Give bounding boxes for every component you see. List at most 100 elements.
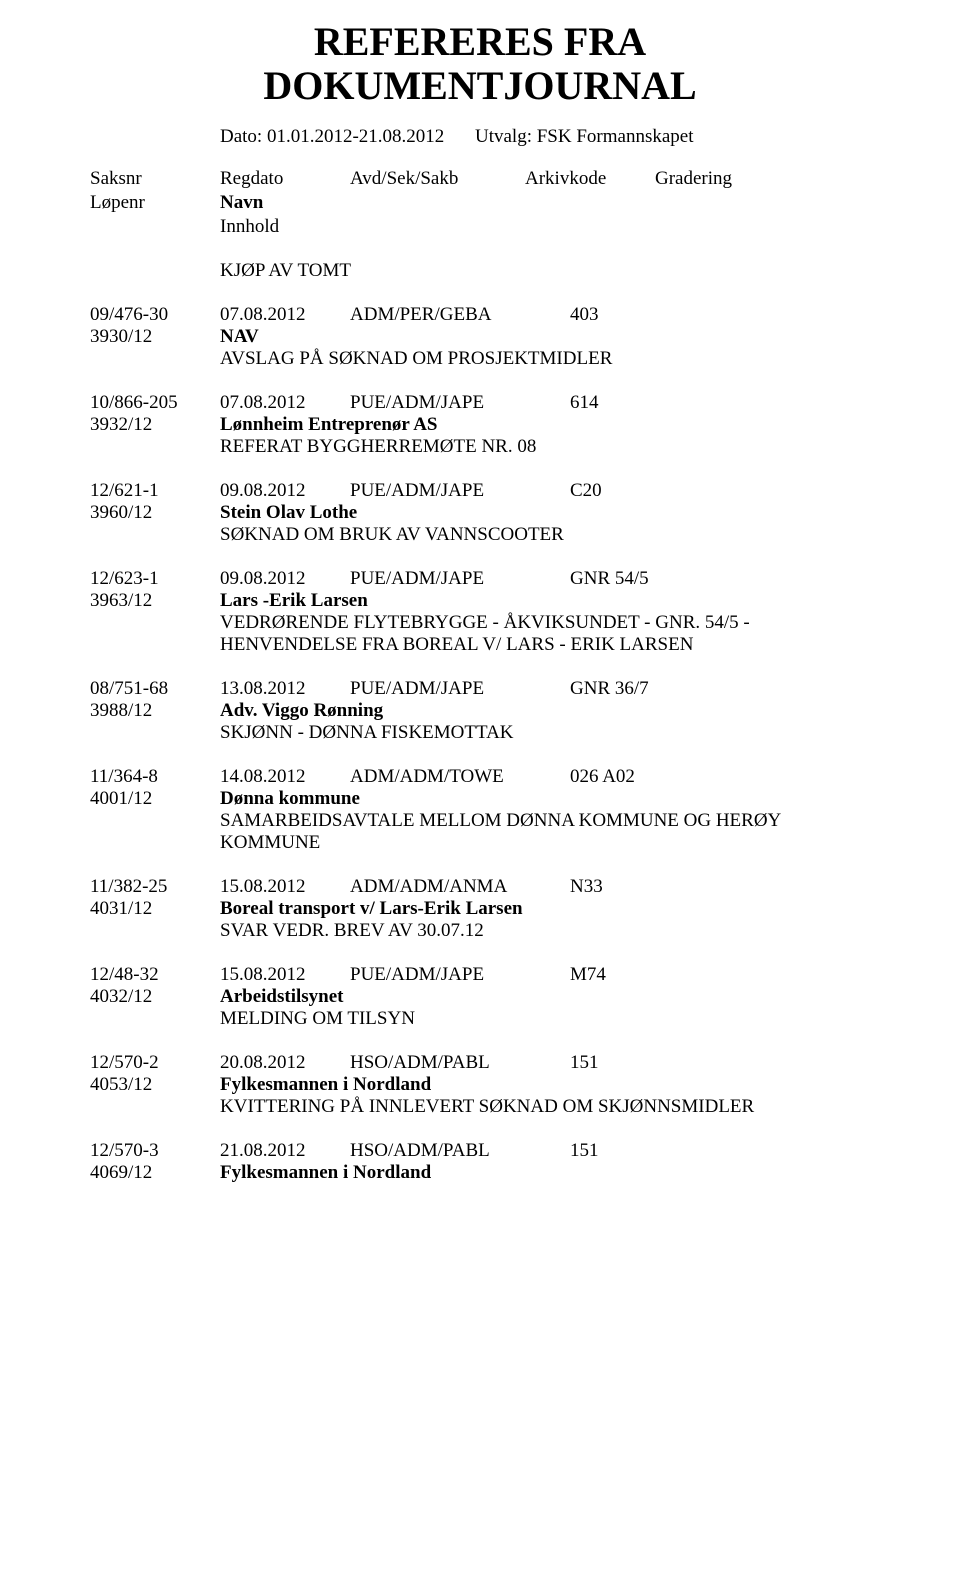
entry-kode: GNR 54/5: [570, 568, 690, 590]
entry-line-1: 12/570-321.08.2012HSO/ADM/PABL151: [90, 1140, 870, 1162]
entry: 12/621-109.08.2012PUE/ADM/JAPEC203960/12…: [90, 480, 870, 546]
header-lopenr: Løpenr: [90, 192, 220, 214]
entry-lopenr: 3963/12: [90, 590, 220, 612]
entry-line-1: 12/48-3215.08.2012PUE/ADM/JAPEM74: [90, 964, 870, 986]
meta-spacer: [90, 126, 220, 148]
entry-saksnr: 12/570-3: [90, 1140, 220, 1162]
header-saksnr: Saksnr: [90, 168, 220, 190]
entry-line-2: 4001/12Dønna kommune: [90, 788, 870, 810]
entry-line-1: 10/866-20507.08.2012PUE/ADM/JAPE614: [90, 392, 870, 414]
meta-dato-row: Dato: 01.01.2012-21.08.2012 Utvalg: FSK …: [90, 126, 870, 148]
header-row-3: Innhold: [90, 216, 870, 238]
entry-kode: 403: [570, 304, 690, 326]
entry-regdato: 14.08.2012: [220, 766, 350, 788]
entry-navn: Lønnheim Entreprenør AS: [220, 414, 438, 436]
entry-line-1: 09/476-3007.08.2012ADM/PER/GEBA403: [90, 304, 870, 326]
header-arkiv: Arkivkode: [525, 168, 655, 190]
entry-innhold: SKJØNN - DØNNA FISKEMOTTAK: [220, 722, 870, 744]
entry-regdato: 09.08.2012: [220, 568, 350, 590]
entry-line-1: 08/751-6813.08.2012PUE/ADM/JAPEGNR 36/7: [90, 678, 870, 700]
entry-avd: PUE/ADM/JAPE: [350, 480, 570, 502]
entry-kode: N33: [570, 876, 690, 898]
entry-navn: Lars -Erik Larsen: [220, 590, 368, 612]
entry-avd: PUE/ADM/JAPE: [350, 964, 570, 986]
entry: 12/570-321.08.2012HSO/ADM/PABL1514069/12…: [90, 1140, 870, 1184]
entry-avd: PUE/ADM/JAPE: [350, 392, 570, 414]
entry-regdato: 15.08.2012: [220, 964, 350, 986]
entry-lopenr: 4032/12: [90, 986, 220, 1008]
entry: 12/570-220.08.2012HSO/ADM/PABL1514053/12…: [90, 1052, 870, 1118]
entry-line-2: 4053/12Fylkesmannen i Nordland: [90, 1074, 870, 1096]
entry-kode: 151: [570, 1140, 690, 1162]
entry-regdato: 21.08.2012: [220, 1140, 350, 1162]
entry-innhold: KVITTERING PÅ INNLEVERT SØKNAD OM SKJØNN…: [220, 1096, 870, 1118]
entry-navn: Stein Olav Lothe: [220, 502, 357, 524]
entry-navn: Adv. Viggo Rønning: [220, 700, 383, 722]
entries-list: 09/476-3007.08.2012ADM/PER/GEBA4033930/1…: [90, 304, 870, 1184]
header-gradering: Gradering: [655, 168, 732, 190]
entry-innhold: SØKNAD OM BRUK AV VANNSCOOTER: [220, 524, 870, 546]
entry-avd: ADM/ADM/ANMA: [350, 876, 570, 898]
title-line-2: DOKUMENTJOURNAL: [263, 63, 696, 108]
entry-line-2: 4032/12Arbeidstilsynet: [90, 986, 870, 1008]
entry-innhold: VEDRØRENDE FLYTEBRYGGE - ÅKVIKSUNDET - G…: [220, 612, 870, 656]
entry-regdato: 15.08.2012: [220, 876, 350, 898]
meta-utvalg: Utvalg: FSK Formannskapet: [475, 126, 694, 148]
header-regdato: Regdato: [220, 168, 350, 190]
entry: 11/382-2515.08.2012ADM/ADM/ANMAN334031/1…: [90, 876, 870, 942]
entry-lopenr: 4053/12: [90, 1074, 220, 1096]
entry-lopenr: 3930/12: [90, 326, 220, 348]
entry-regdato: 07.08.2012: [220, 392, 350, 414]
section-title: KJØP AV TOMT: [220, 260, 870, 282]
entry-saksnr: 11/364-8: [90, 766, 220, 788]
entry-lopenr: 3932/12: [90, 414, 220, 436]
entry-avd: ADM/PER/GEBA: [350, 304, 570, 326]
entry-lopenr: 3960/12: [90, 502, 220, 524]
entry-regdato: 07.08.2012: [220, 304, 350, 326]
header-avd: Avd/Sek/Sakb: [350, 168, 525, 190]
entry-line-1: 12/621-109.08.2012PUE/ADM/JAPEC20: [90, 480, 870, 502]
entry: 08/751-6813.08.2012PUE/ADM/JAPEGNR 36/73…: [90, 678, 870, 744]
entry-line-2: 3963/12Lars -Erik Larsen: [90, 590, 870, 612]
entry-avd: ADM/ADM/TOWE: [350, 766, 570, 788]
header-innhold: Innhold: [220, 216, 279, 238]
entry-navn: Fylkesmannen i Nordland: [220, 1074, 431, 1096]
entry-line-2: 3930/12NAV: [90, 326, 870, 348]
entry-line-1: 11/382-2515.08.2012ADM/ADM/ANMAN33: [90, 876, 870, 898]
entry-lopenr: 4001/12: [90, 788, 220, 810]
entry-saksnr: 12/570-2: [90, 1052, 220, 1074]
entry-saksnr: 11/382-25: [90, 876, 220, 898]
entry-kode: C20: [570, 480, 690, 502]
entry-line-2: 3988/12Adv. Viggo Rønning: [90, 700, 870, 722]
entry-regdato: 09.08.2012: [220, 480, 350, 502]
entry-line-2: 3932/12Lønnheim Entreprenør AS: [90, 414, 870, 436]
entry: 09/476-3007.08.2012ADM/PER/GEBA4033930/1…: [90, 304, 870, 370]
entry-line-1: 12/570-220.08.2012HSO/ADM/PABL151: [90, 1052, 870, 1074]
entry-navn: NAV: [220, 326, 259, 348]
header-navn: Navn: [220, 192, 475, 214]
entry-kode: 151: [570, 1052, 690, 1074]
entry-avd: HSO/ADM/PABL: [350, 1140, 570, 1162]
entry-lopenr: 4031/12: [90, 898, 220, 920]
entry-avd: PUE/ADM/JAPE: [350, 678, 570, 700]
header-row-1: Saksnr Regdato Avd/Sek/Sakb Arkivkode Gr…: [90, 168, 870, 190]
entry-line-1: 11/364-814.08.2012ADM/ADM/TOWE026 A02: [90, 766, 870, 788]
entry-innhold: SAMARBEIDSAVTALE MELLOM DØNNA KOMMUNE OG…: [220, 810, 870, 854]
entry-navn: Dønna kommune: [220, 788, 360, 810]
entry: 10/866-20507.08.2012PUE/ADM/JAPE6143932/…: [90, 392, 870, 458]
entry-saksnr: 12/623-1: [90, 568, 220, 590]
entry-innhold: REFERAT BYGGHERREMØTE NR. 08: [220, 436, 870, 458]
entry-innhold: MELDING OM TILSYN: [220, 1008, 870, 1030]
entry-navn: Arbeidstilsynet: [220, 986, 344, 1008]
entry-saksnr: 12/621-1: [90, 480, 220, 502]
entry-regdato: 20.08.2012: [220, 1052, 350, 1074]
header-row-2: Løpenr Navn: [90, 192, 870, 214]
entry-kode: M74: [570, 964, 690, 986]
entry-regdato: 13.08.2012: [220, 678, 350, 700]
entry-saksnr: 12/48-32: [90, 964, 220, 986]
entry-line-2: 4031/12Boreal transport v/ Lars-Erik Lar…: [90, 898, 870, 920]
entry-avd: HSO/ADM/PABL: [350, 1052, 570, 1074]
entry-lopenr: 4069/12: [90, 1162, 220, 1184]
entry: 11/364-814.08.2012ADM/ADM/TOWE026 A02400…: [90, 766, 870, 854]
entry-line-1: 12/623-109.08.2012PUE/ADM/JAPEGNR 54/5: [90, 568, 870, 590]
